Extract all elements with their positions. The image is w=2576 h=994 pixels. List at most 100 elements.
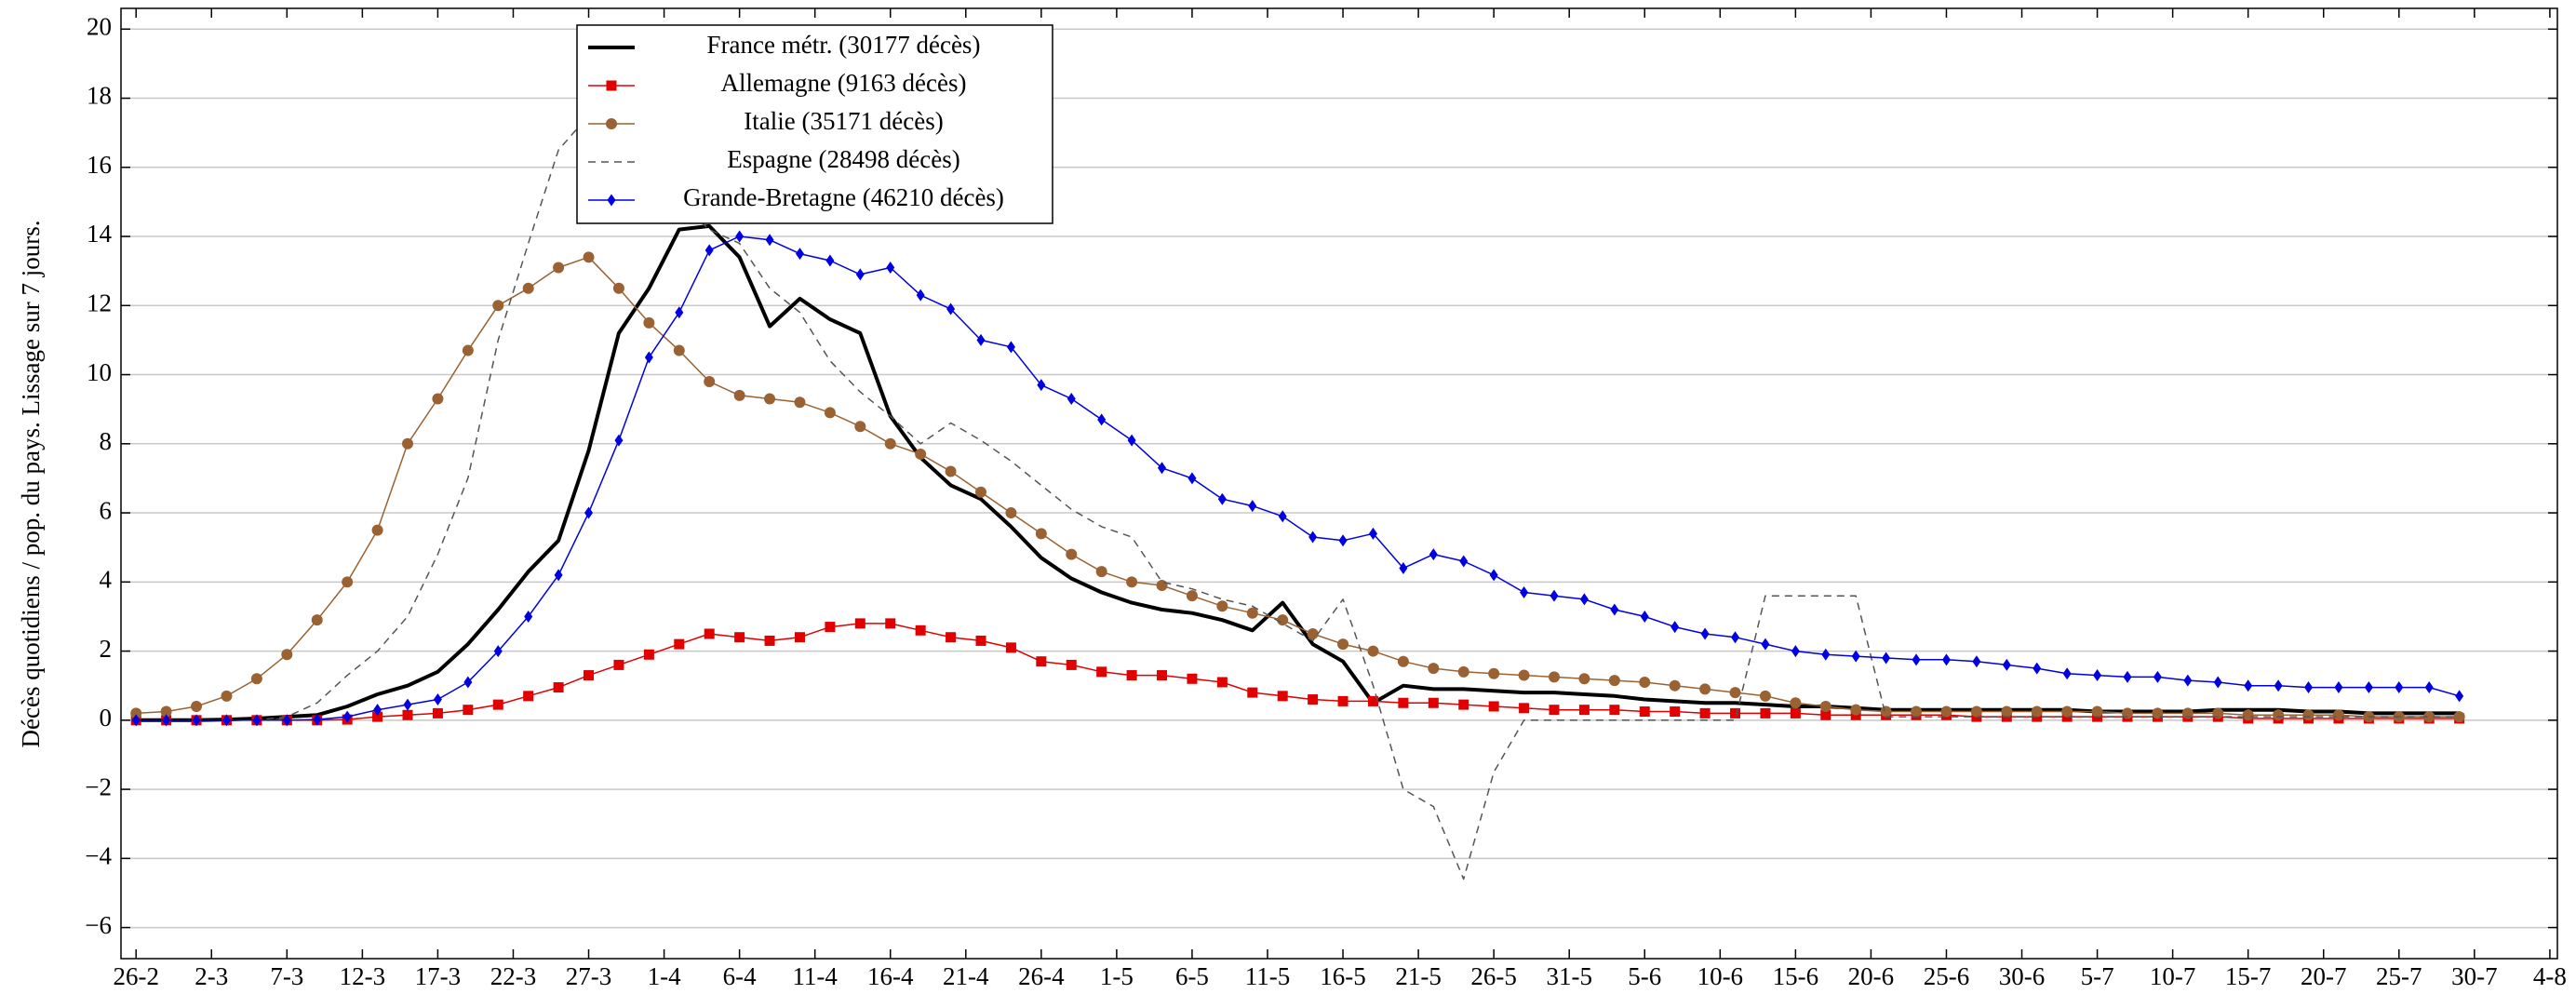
data-point [1005,642,1016,653]
y-tick-label: 4 [100,566,113,594]
data-point [886,261,895,274]
data-point [915,625,926,636]
data-point [946,632,957,643]
data-point [1126,670,1137,681]
data-point [402,709,413,720]
data-point [915,448,927,460]
series-line [136,114,2460,880]
data-point [1549,705,1560,716]
data-point [1608,675,1620,687]
legend-marker [606,118,617,129]
x-tick-label: 6-4 [723,962,757,989]
data-point [2274,679,2283,692]
data-point [1066,659,1077,670]
data-point [1095,566,1107,578]
x-tick-label: 1-4 [648,962,681,989]
data-point [1639,706,1650,718]
data-point [1066,548,1078,560]
data-point [250,673,262,685]
data-point [402,437,413,450]
data-point [1520,585,1529,598]
data-point [1821,648,1831,661]
legend-label: Allemagne (9163 décès) [721,69,967,97]
data-point [675,306,684,319]
data-point [1699,707,1711,719]
legend-label: Espagne (28498 décès) [727,145,959,173]
data-point [2061,705,2073,718]
data-point [2213,676,2222,689]
data-point [885,618,896,629]
y-tick-label: −4 [85,842,112,870]
data-point [2123,670,2132,683]
x-tick-label: 30-6 [1999,962,2046,989]
data-point [492,699,503,710]
y-tick-label: 20 [87,12,112,40]
x-tick-label: 26-4 [1018,962,1065,989]
data-point [2153,670,2162,683]
data-point [1489,569,1498,582]
y-axis-label: Décès quotidiens / pop. du pays. Lissage… [17,221,45,748]
legend-marker [606,80,617,91]
series-line [136,623,2460,721]
data-point [1036,656,1047,667]
data-point [493,645,503,658]
data-point [1277,614,1289,626]
data-point [1247,687,1258,698]
data-point [1248,500,1257,513]
data-point [2242,709,2254,721]
x-tick-label: 31-5 [1546,962,1592,989]
x-tick-label: 11-5 [1245,962,1291,989]
data-point [1972,655,1981,668]
data-point [553,262,565,274]
data-point [2033,662,2042,675]
data-point [1488,667,1500,679]
data-point [311,614,323,626]
data-point [371,524,383,536]
data-point [342,576,354,588]
series-line [136,235,2460,721]
data-point [1428,663,1440,675]
data-point [643,649,654,660]
data-point [523,691,534,702]
x-tick-label: 12-3 [340,962,386,989]
data-point [1669,679,1681,692]
data-point [433,693,442,706]
data-point [614,434,624,447]
data-point [1246,607,1258,619]
data-point [1790,697,1802,709]
data-point [2334,681,2343,694]
data-point [1337,695,1348,706]
x-tick-label: 27-3 [566,962,612,989]
data-point [221,714,231,727]
data-point [946,302,956,316]
data-point [2304,681,2314,694]
data-point [2062,667,2072,680]
x-tick-label: 20-6 [1848,962,1895,989]
y-tick-label: 14 [87,220,113,248]
x-tick-label: 10-6 [1697,962,1744,989]
y-tick-label: 12 [87,289,112,316]
x-tick-label: 17-3 [415,962,462,989]
data-point [432,707,443,719]
data-point [191,700,203,712]
data-point [463,705,474,716]
data-point [1730,707,1741,719]
data-point [855,268,865,281]
y-tick-label: 16 [87,151,112,179]
data-point [1096,666,1107,678]
data-point [1488,701,1499,712]
data-point [1429,548,1438,561]
x-tick-label: 5-6 [1628,962,1661,989]
x-tick-label: 25-7 [2376,962,2422,989]
data-point [162,714,171,727]
data-point [1398,697,1409,708]
series-line [136,256,2460,718]
data-point [1127,434,1136,447]
data-point [1216,677,1228,688]
data-point [221,690,233,702]
legend-label: France métr. (30177 décès) [707,31,981,59]
x-tick-label: 16-5 [1320,962,1366,989]
data-point [1550,589,1559,602]
x-tick-label: 4-8 [2533,962,2567,989]
